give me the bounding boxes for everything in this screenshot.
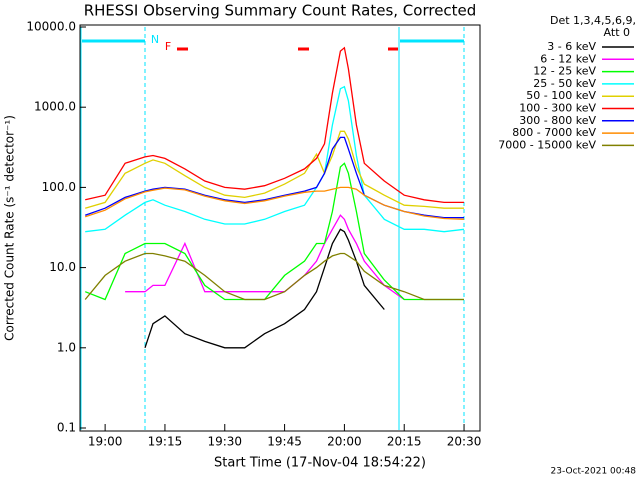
series-line: [85, 46, 464, 204]
series-line: [84, 252, 464, 301]
annotation: F: [165, 40, 171, 53]
y-tick-label: 100.0: [42, 180, 76, 194]
x-tick-label: 19:00: [88, 435, 123, 449]
legend-label: 50 - 100 keV: [526, 89, 596, 102]
legend-header: Att 0: [604, 26, 630, 39]
x-tick-label: 19:45: [267, 435, 302, 449]
x-tick-label: 19:15: [148, 435, 183, 449]
series-line: [84, 186, 465, 220]
legend-label: 100 - 300 keV: [519, 102, 596, 115]
footer: 23-Oct-2021 00:48: [551, 467, 637, 477]
series-line: [144, 228, 385, 349]
legend-label: 300 - 800 keV: [519, 114, 596, 127]
x-tick-label: 20:30: [447, 435, 482, 449]
y-tick-label: 1.0: [57, 340, 76, 354]
chart-title: RHESSI Observing Summary Count Rates, Co…: [84, 2, 477, 20]
annotation: N: [151, 33, 159, 46]
y-tick-label: 10.0: [49, 260, 76, 274]
legend-label: 12 - 25 keV: [533, 65, 596, 78]
y-axis-label: Corrected Count Rate (s⁻¹ detector⁻¹): [3, 115, 17, 341]
x-tick-label: 20:15: [387, 435, 422, 449]
legend-label: 3 - 6 keV: [547, 40, 596, 53]
indicators: N F: [80, 27, 465, 430]
legend-label: 7000 - 15000 keV: [498, 138, 596, 151]
legend-label: 6 - 12 keV: [540, 52, 596, 65]
x-axis-label: Start Time (17-Nov-04 18:54:22): [214, 456, 426, 471]
y-tick-label: 0.1: [57, 421, 76, 435]
legend-label: 800 - 7000 keV: [512, 126, 596, 139]
plot-frame: [79, 24, 481, 432]
legend-label: 25 - 50 keV: [533, 77, 596, 90]
series-line: [85, 85, 465, 233]
legend-header: Det 1,3,4,5,6,9,: [550, 14, 636, 27]
x-tick-label: 20:00: [327, 435, 362, 449]
x-tick-label: 19:30: [207, 435, 242, 449]
y-tick-label: 1000.0: [34, 100, 76, 114]
series-line: [84, 162, 464, 301]
y-tick-label: 10000.0: [26, 20, 76, 34]
